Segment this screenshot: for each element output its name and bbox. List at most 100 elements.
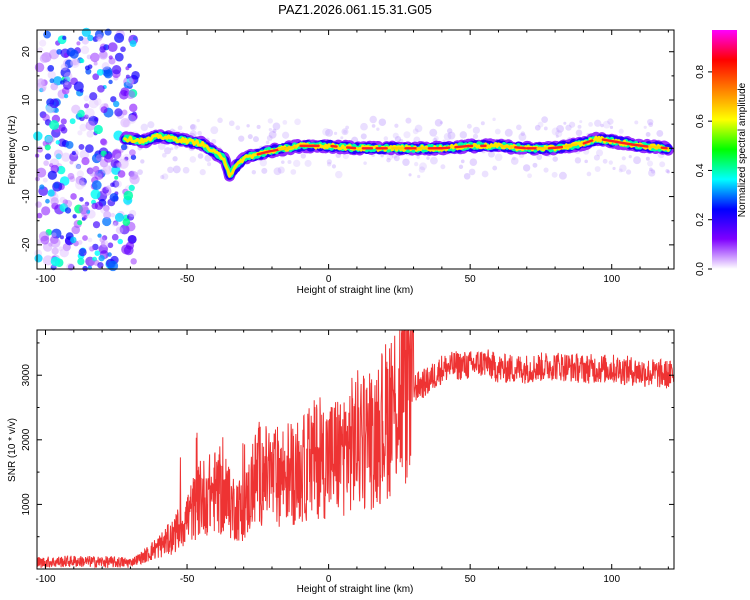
spectrogram-halo-dot	[164, 147, 172, 155]
spectrogram-noise-blob	[47, 189, 55, 197]
colorbar-label: Normalized spectral amplitude	[737, 82, 748, 217]
spectrogram-halo-dot	[460, 159, 465, 164]
spectrogram-halo-dot	[277, 166, 285, 174]
spectrogram-noise-blob	[123, 81, 131, 89]
spectrogram-noise-blob	[82, 235, 88, 241]
spectrogram-halo-dot	[645, 156, 650, 161]
spectrogram-noise-blob	[50, 82, 58, 91]
spectrogram-noise-blob	[50, 235, 59, 245]
spectrogram-noise-blob	[129, 171, 139, 180]
spectrogram-noise-blob	[131, 71, 140, 80]
spectrogram-noise-blob	[77, 220, 83, 226]
spectrogram-noise-blob	[103, 69, 113, 79]
spectrogram-noise-blob	[71, 104, 81, 114]
spectrogram-noise-blob	[60, 63, 69, 71]
spectrogram-noise-blob	[84, 65, 90, 71]
spectrogram-halo-dot	[282, 131, 290, 139]
spectrogram-halo-dot	[577, 124, 582, 129]
spectrogram-noise-blob	[63, 72, 73, 81]
spectrogram-noise-blob	[120, 118, 130, 128]
spectrogram-noise-blob	[36, 78, 45, 86]
spectrogram-noise-blob	[107, 242, 114, 249]
spectrogram-noise-blob	[47, 170, 57, 180]
spectrogram-halo-dot	[518, 132, 527, 141]
spectrogram-noise-blob	[101, 235, 108, 241]
spectrogram-halo-dot	[322, 127, 331, 136]
spectrogram-halo-dot	[588, 122, 593, 127]
spectrogram-halo-dot	[369, 115, 377, 124]
spectrogram-halo-dot	[492, 117, 496, 122]
spectrogram-halo-dot	[128, 170, 136, 177]
spectrogram-noise-blob	[87, 34, 94, 42]
spectrogram-noise-blob	[89, 246, 95, 252]
spectrogram-halo-dot	[596, 149, 604, 157]
spectrogram-halo-dot	[170, 147, 174, 151]
spectrogram-noise-blob	[60, 67, 71, 78]
snr-y-ticks: 1000 2000 3000	[21, 342, 674, 570]
spectrogram-halo-dot	[459, 131, 467, 139]
spectrogram-noise-blob	[96, 173, 103, 179]
spectrogram-halo-dot	[189, 156, 197, 163]
spectrogram-halo-dot	[414, 161, 419, 167]
spectrogram-noise-blob	[125, 74, 130, 79]
spectrogram-halo-dot	[290, 169, 297, 175]
spectrogram-noise-blob	[81, 37, 90, 45]
spectrogram-noise-blob	[73, 81, 84, 92]
spectrogram-noise-blob	[42, 255, 54, 266]
snr-x-ticks: -100 -50 0 50 100	[35, 330, 669, 585]
spectrogram-noise-blob	[79, 123, 88, 132]
spectrogram-halo-dot	[575, 129, 583, 137]
spectrogram-halo-dot	[342, 153, 349, 160]
spectrogram-noise-blob	[49, 120, 60, 130]
snr-x-label: Height of straight line (km)	[297, 584, 414, 595]
spectrogram-halo-dot	[204, 154, 212, 162]
spectrogram-halo-dot	[565, 124, 572, 131]
spectrogram-halo-dot	[326, 161, 332, 167]
spectrogram-halo-dot	[403, 131, 411, 139]
spectrogram-halo-dot	[247, 134, 253, 140]
spectrogram-halo-dot	[647, 160, 654, 167]
spectrogram-noise-blob	[40, 79, 48, 87]
spectrogram-noise-blob	[114, 212, 124, 222]
spectrogram-halo-dot	[380, 154, 384, 158]
spectrogram-noise-blob	[127, 213, 135, 221]
spectrogram-noise-blob	[128, 184, 135, 192]
spectrogram-noise-blob	[129, 40, 137, 47]
spectrogram-noise-blob	[129, 103, 138, 113]
spectrogram-halo-dot	[376, 127, 380, 131]
spectrogram-halo-dot	[199, 169, 206, 176]
spectrogram-noise-blob	[93, 98, 102, 106]
spectrogram-noise-blob	[84, 108, 95, 118]
spectrogram-noise-blob	[103, 204, 110, 212]
spectrogram-noise-blob	[120, 143, 128, 151]
spectrogram-noise-blob	[129, 149, 136, 157]
spectrogram-noise-blob	[92, 73, 100, 81]
spectrogram-halo-dot	[294, 118, 301, 126]
spectrogram-noise-blob	[100, 138, 108, 146]
spectrogram-halo-dot	[555, 134, 559, 138]
spectrogram-noise-blob	[52, 181, 63, 192]
spectrogram-halo-dot	[333, 131, 338, 136]
spectrogram-noise-blob	[45, 198, 50, 204]
spectrogram-noise-blob	[115, 226, 124, 235]
spectrogram-noise-blob	[78, 36, 84, 41]
spectrogram-noise-blob	[70, 193, 77, 200]
spectrogram-halo-dot	[504, 128, 513, 137]
spectrogram-halo-dot	[140, 123, 148, 132]
spectrogram-noise-blob	[76, 170, 85, 178]
spectrogram-noise-blob	[99, 46, 106, 53]
colorbar-gradient	[712, 30, 737, 269]
spectrogram-halo-dot	[167, 166, 174, 174]
spectrogram-halo-dot	[492, 165, 498, 171]
spectrogram-halo-dot	[463, 172, 471, 180]
spectrogram-halo-dot	[594, 119, 602, 127]
spectrogram-noise-blob	[124, 156, 129, 161]
colorbar-tick-label: 0.2	[695, 212, 706, 226]
spectrogram-halo-dot	[383, 136, 389, 141]
spectrogram-noise-blob	[86, 130, 94, 138]
spectrogram-halo-dot	[335, 170, 343, 179]
snr-series-line	[36, 330, 675, 569]
spectrogram-halo-dot	[416, 155, 420, 159]
spectrogram-noise-blob	[114, 52, 124, 62]
spectrogram-halo-dot	[536, 154, 543, 161]
